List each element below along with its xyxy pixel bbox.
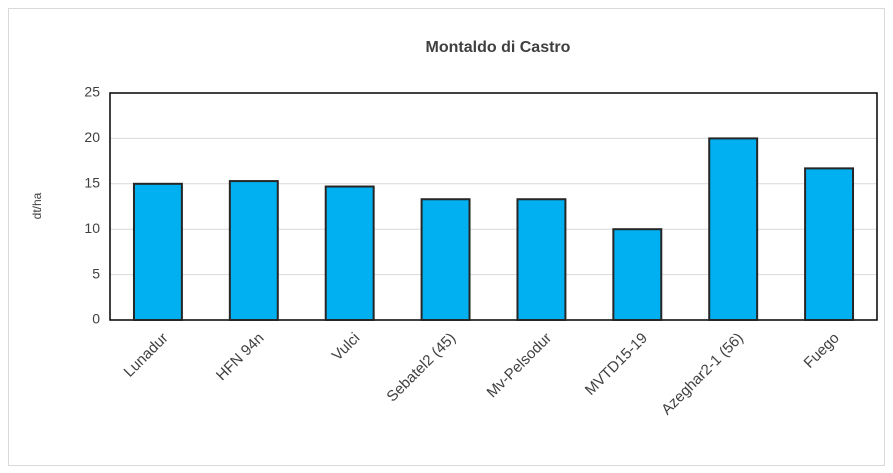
y-tick-label: 20 (84, 129, 100, 145)
y-tick-label: 25 (84, 84, 100, 100)
bar (324, 185, 375, 321)
y-tick-label: 15 (84, 175, 100, 191)
bar (132, 182, 183, 321)
bar (420, 198, 471, 321)
bar (708, 137, 759, 321)
y-axis-label: dt/ha (30, 192, 44, 219)
y-tick-label: 10 (84, 220, 100, 236)
chart-title: Montaldo di Castro (426, 39, 571, 56)
bar (516, 198, 567, 321)
bar (612, 228, 663, 321)
y-tick-label: 0 (92, 311, 100, 327)
y-tick-label: 5 (92, 265, 100, 281)
plot-border (109, 92, 878, 321)
bar (804, 167, 855, 321)
bar (228, 180, 279, 321)
